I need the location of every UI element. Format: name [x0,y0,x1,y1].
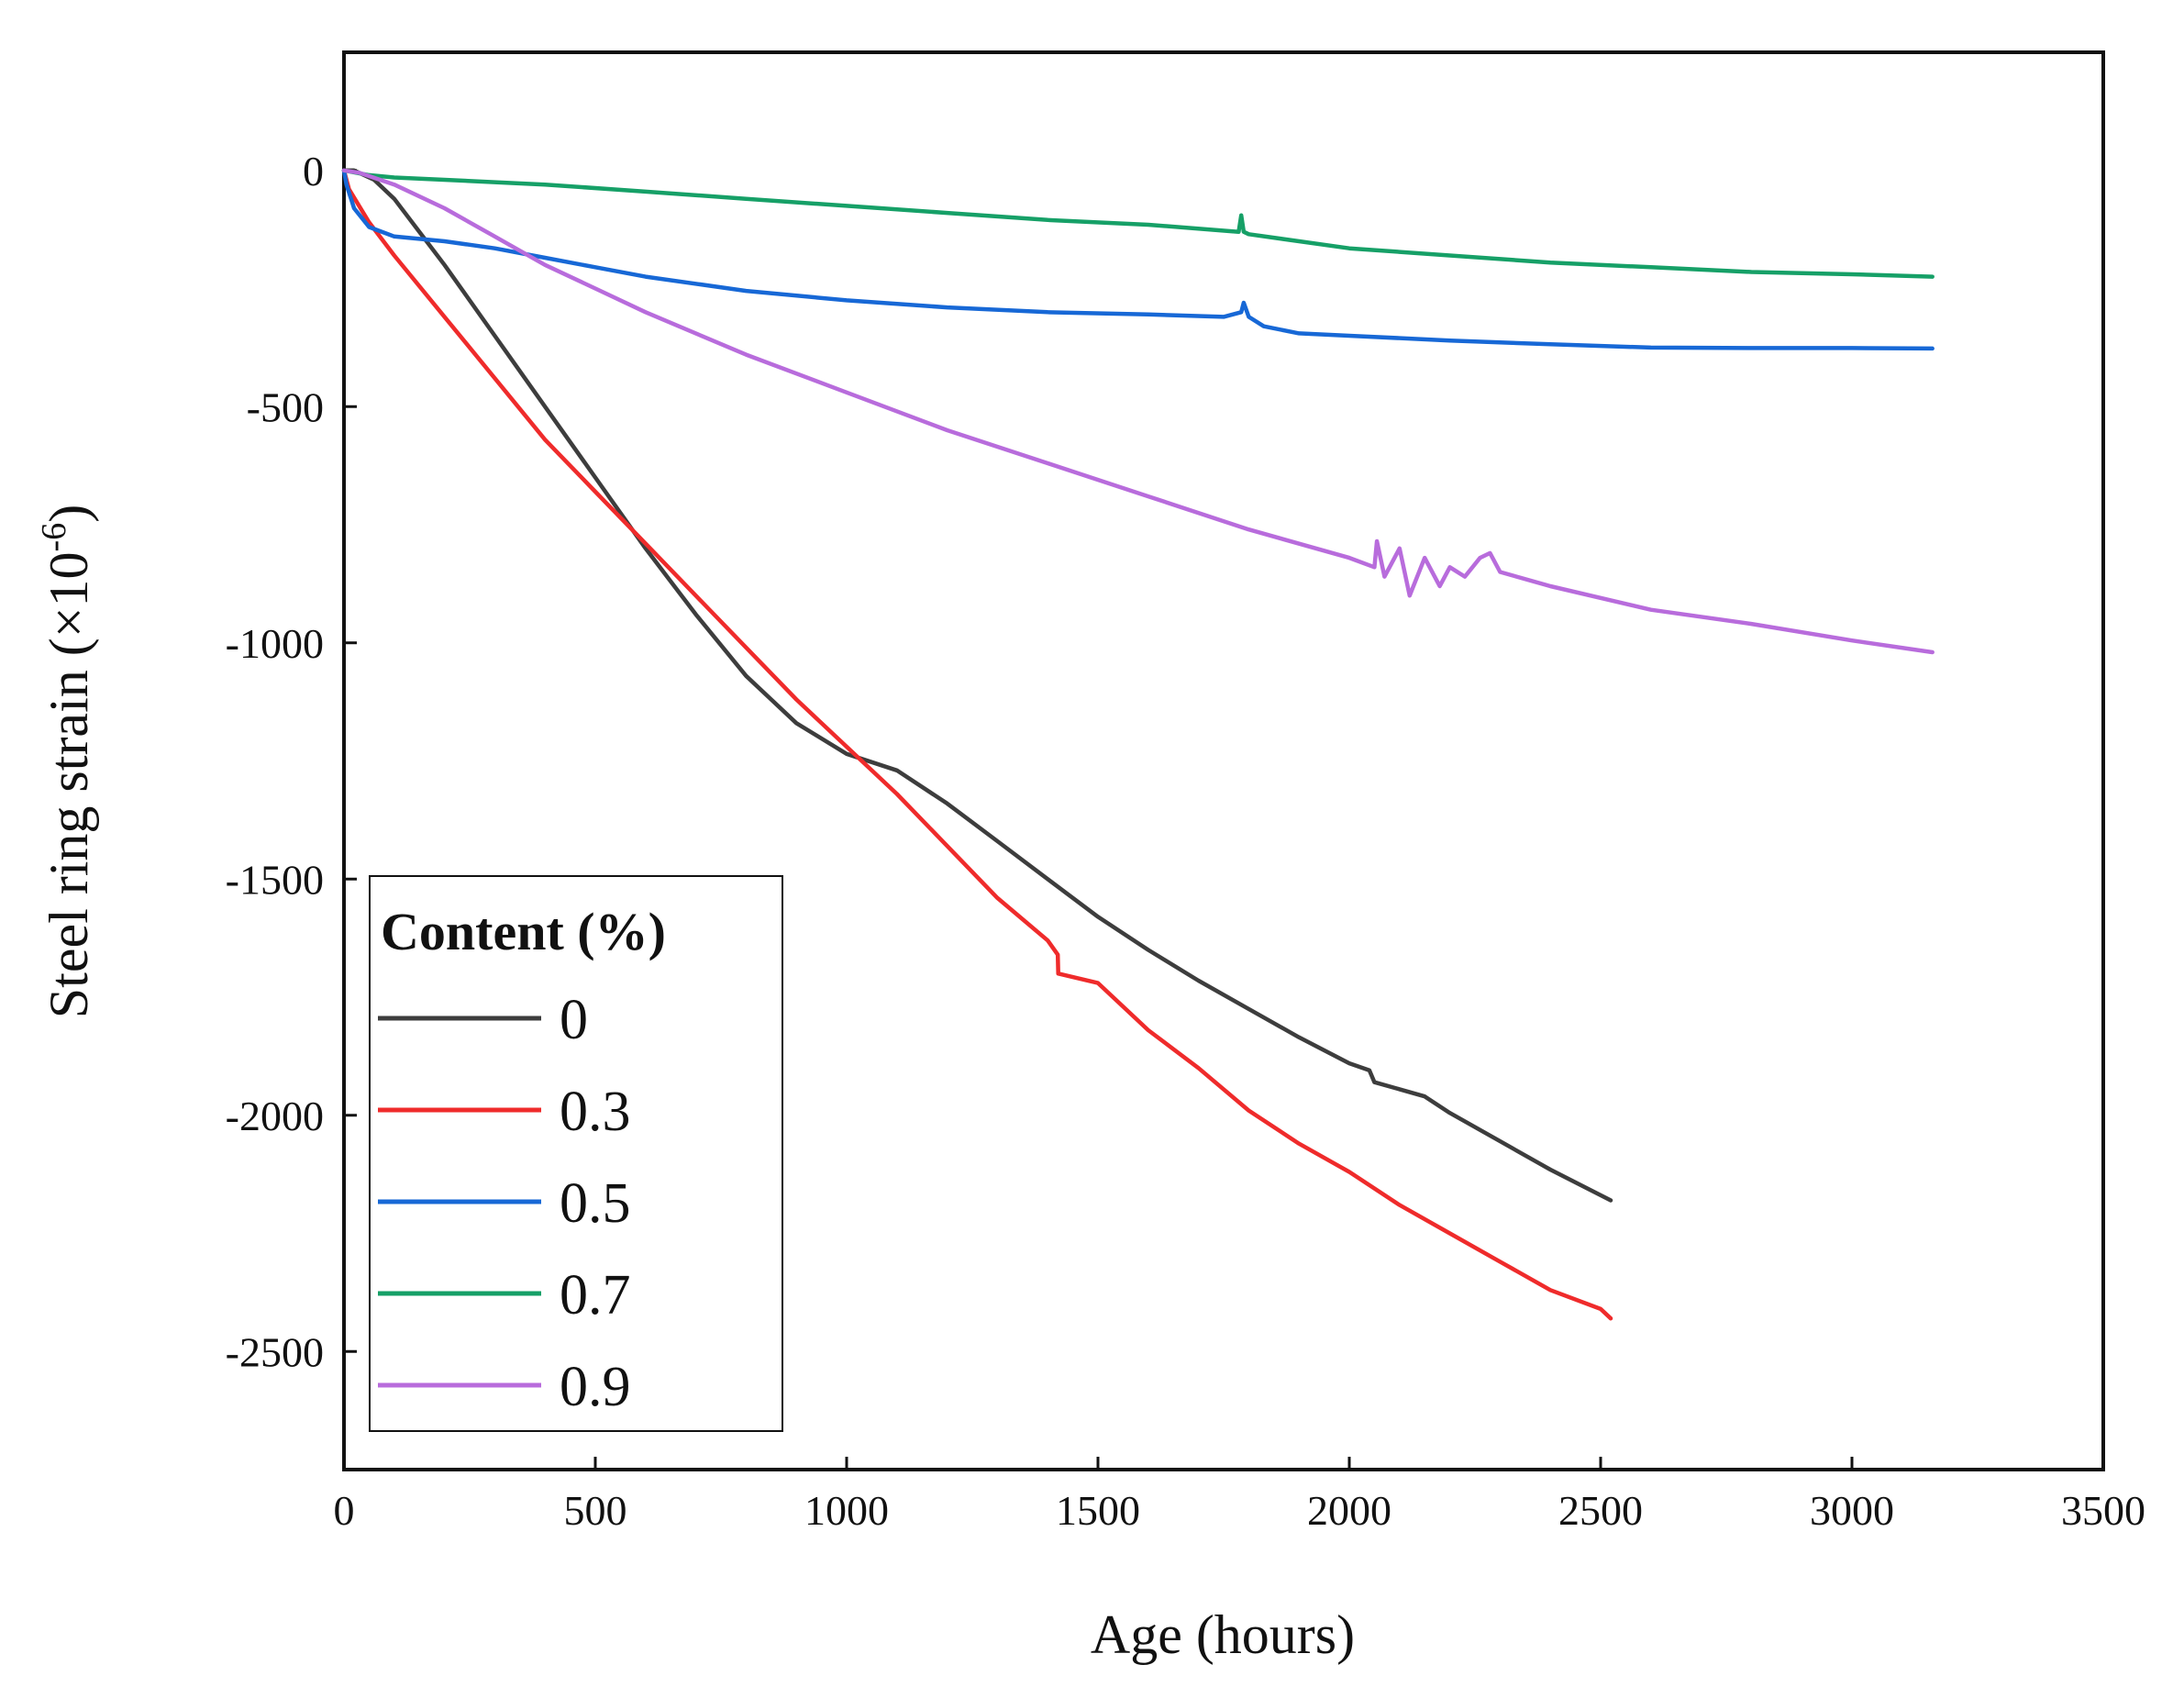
y-tick-label: -1000 [226,620,324,667]
x-tick-label: 1000 [804,1487,889,1534]
x-tick-label: 3500 [2061,1487,2145,1534]
series-lines [341,168,1935,1321]
y-axis-title: Steel ring strain (×10-6) [35,505,99,1018]
x-tick-label: 1500 [1056,1487,1140,1534]
y-tick-label: -2500 [226,1328,324,1375]
legend-label: 0 [560,989,588,1051]
y-tick-label: -500 [247,383,324,430]
plot-frame [342,50,2105,1471]
x-axis-title: Age (hours) [1091,1604,1355,1665]
legend-label: 0.7 [560,1264,631,1326]
x-tick-label: 0 [334,1487,355,1534]
x-tick-label: 500 [564,1487,627,1534]
series-line-0 [341,168,1613,1203]
legend-label: 0.3 [560,1081,631,1143]
x-tick-label: 3000 [1810,1487,1894,1534]
legend: Content (%) 0 0.3 0.5 0.7 0.9 [369,875,783,1432]
y-tick-label: -2000 [226,1093,324,1139]
series-line-0-9 [341,168,1935,655]
series-line-0-3 [341,168,1613,1321]
y-axis-title-exponent: -6 [35,523,73,552]
legend-label: 0.5 [560,1172,631,1235]
y-axis-title-main: Steel ring strain (×10 [39,551,99,1018]
x-tick-label: 2000 [1307,1487,1391,1534]
y-tick-label: 0 [303,148,324,194]
x-tick-label: 2500 [1558,1487,1643,1534]
legend-label: 0.9 [560,1356,631,1418]
legend-title: Content (%) [381,902,666,961]
y-tick-label: -1500 [226,856,324,903]
y-axis-title-close: ) [39,505,99,523]
legend-box [369,875,783,1432]
series-line-0-7 [341,168,1935,279]
legend-items: 0 0.3 0.5 0.7 0.9 [378,989,631,1418]
y-axis-ticks: 0 -500 -1000 -1500 -2000 -2500 [226,148,357,1375]
series-line-0-5 [341,168,1935,351]
x-axis-ticks: 0 500 1000 1500 2000 2500 3000 3500 [334,1457,2145,1534]
